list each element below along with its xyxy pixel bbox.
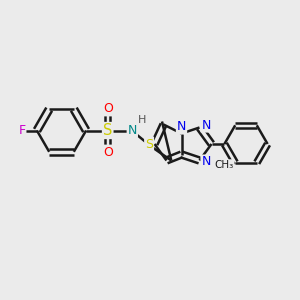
- Text: S: S: [103, 123, 112, 138]
- Text: N: N: [201, 155, 211, 169]
- Text: O: O: [103, 102, 112, 116]
- Text: N: N: [128, 124, 137, 137]
- Text: N: N: [177, 120, 186, 134]
- Text: F: F: [18, 124, 26, 137]
- Text: S: S: [145, 137, 153, 151]
- Text: O: O: [103, 146, 112, 159]
- Text: H: H: [138, 115, 146, 125]
- Text: CH₃: CH₃: [214, 160, 234, 170]
- Text: N: N: [201, 118, 211, 132]
